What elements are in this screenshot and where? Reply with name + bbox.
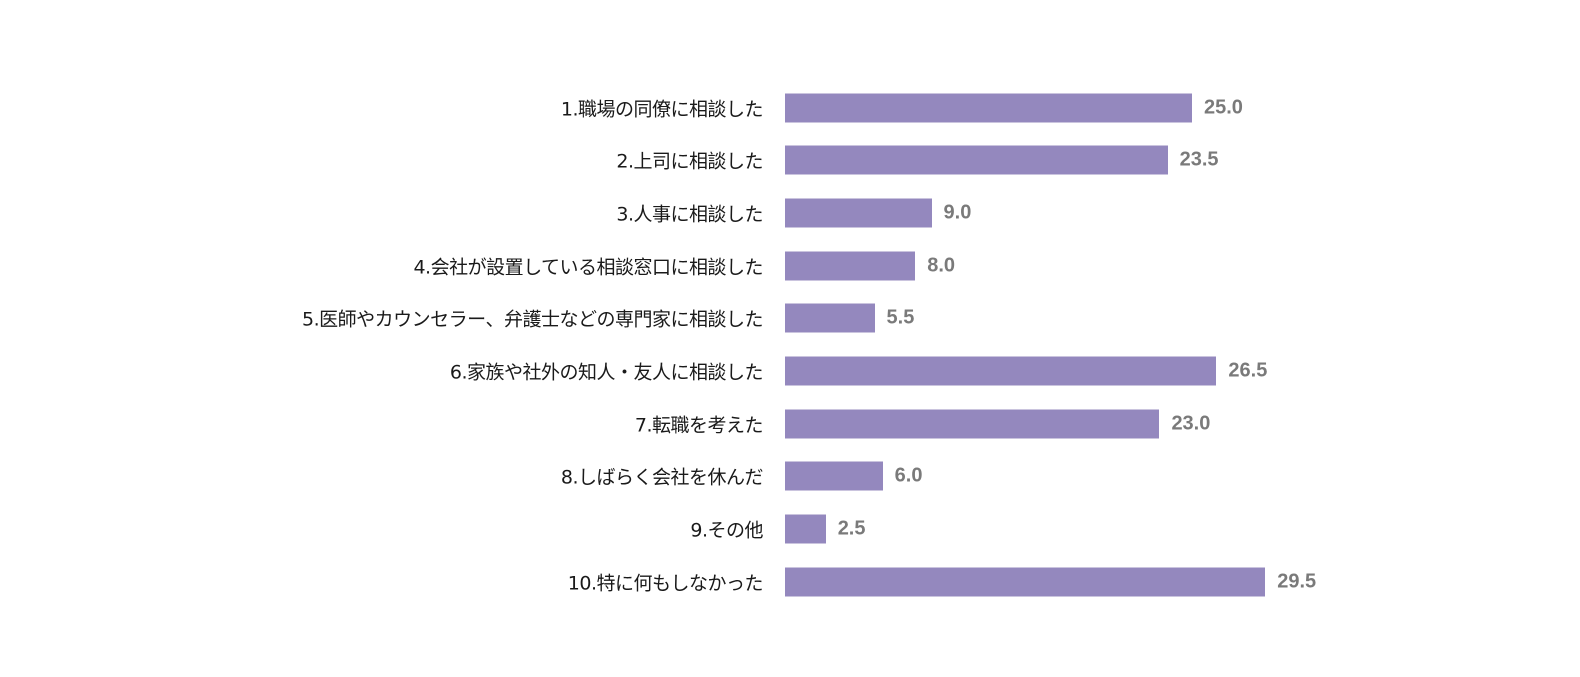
bar (785, 251, 916, 281)
bar (785, 514, 826, 544)
bar (785, 567, 1266, 597)
data-label: 2.5 (837, 517, 866, 540)
category-label: 6.家族や社外の知人・友人に相談した (449, 361, 764, 384)
data-label: 23.0 (1171, 412, 1211, 435)
category-label: 1.職場の同僚に相談した (560, 98, 764, 120)
bar (785, 461, 883, 491)
data-label: 9.0 (943, 201, 972, 224)
category-label: 10.特に何もしなかった (567, 572, 764, 595)
bar (785, 93, 1192, 122)
data-label: 23.5 (1179, 148, 1219, 171)
bar (785, 198, 932, 228)
data-label: 26.5 (1228, 359, 1268, 382)
category-label: 2.上司に相談した (616, 150, 763, 173)
bar (785, 409, 1160, 439)
category-label: 3.人事に相談した (616, 203, 763, 226)
category-label: 7.転職を考えた (634, 414, 764, 437)
category-label: 9.その他 (690, 519, 763, 542)
bar (785, 145, 1168, 175)
data-label: 25.0 (1204, 96, 1243, 118)
data-label: 8.0 (927, 254, 956, 277)
data-label: 5.5 (886, 306, 915, 329)
data-label: 6.0 (894, 464, 923, 487)
bar (785, 356, 1217, 386)
data-label: 29.5 (1277, 570, 1317, 593)
category-label: 4.会社が設置している相談窓口に相談した (413, 256, 763, 279)
category-label: 8.しばらく会社を休んだ (560, 466, 764, 489)
category-label: 5.医師やカウンセラー、弁護士などの専門家に相談した (302, 308, 763, 331)
bar (785, 303, 875, 333)
